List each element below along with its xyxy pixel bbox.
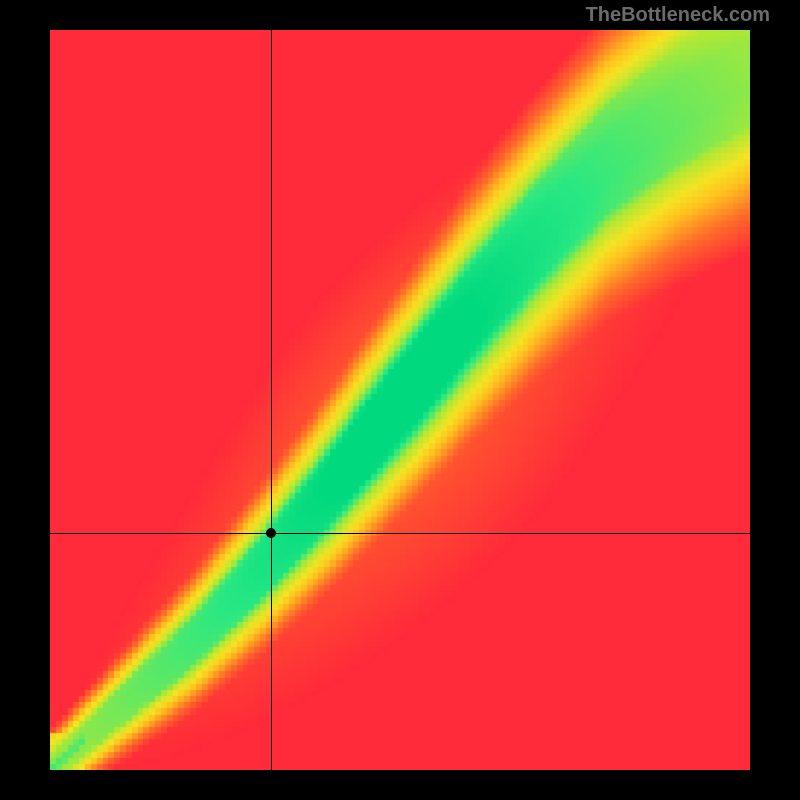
crosshair-vertical [271, 30, 272, 770]
watermark-text: TheBottleneck.com [586, 4, 770, 27]
heatmap-canvas [50, 30, 750, 770]
crosshair-marker [266, 528, 276, 538]
crosshair-horizontal [50, 533, 750, 534]
heatmap-plot [50, 30, 750, 770]
